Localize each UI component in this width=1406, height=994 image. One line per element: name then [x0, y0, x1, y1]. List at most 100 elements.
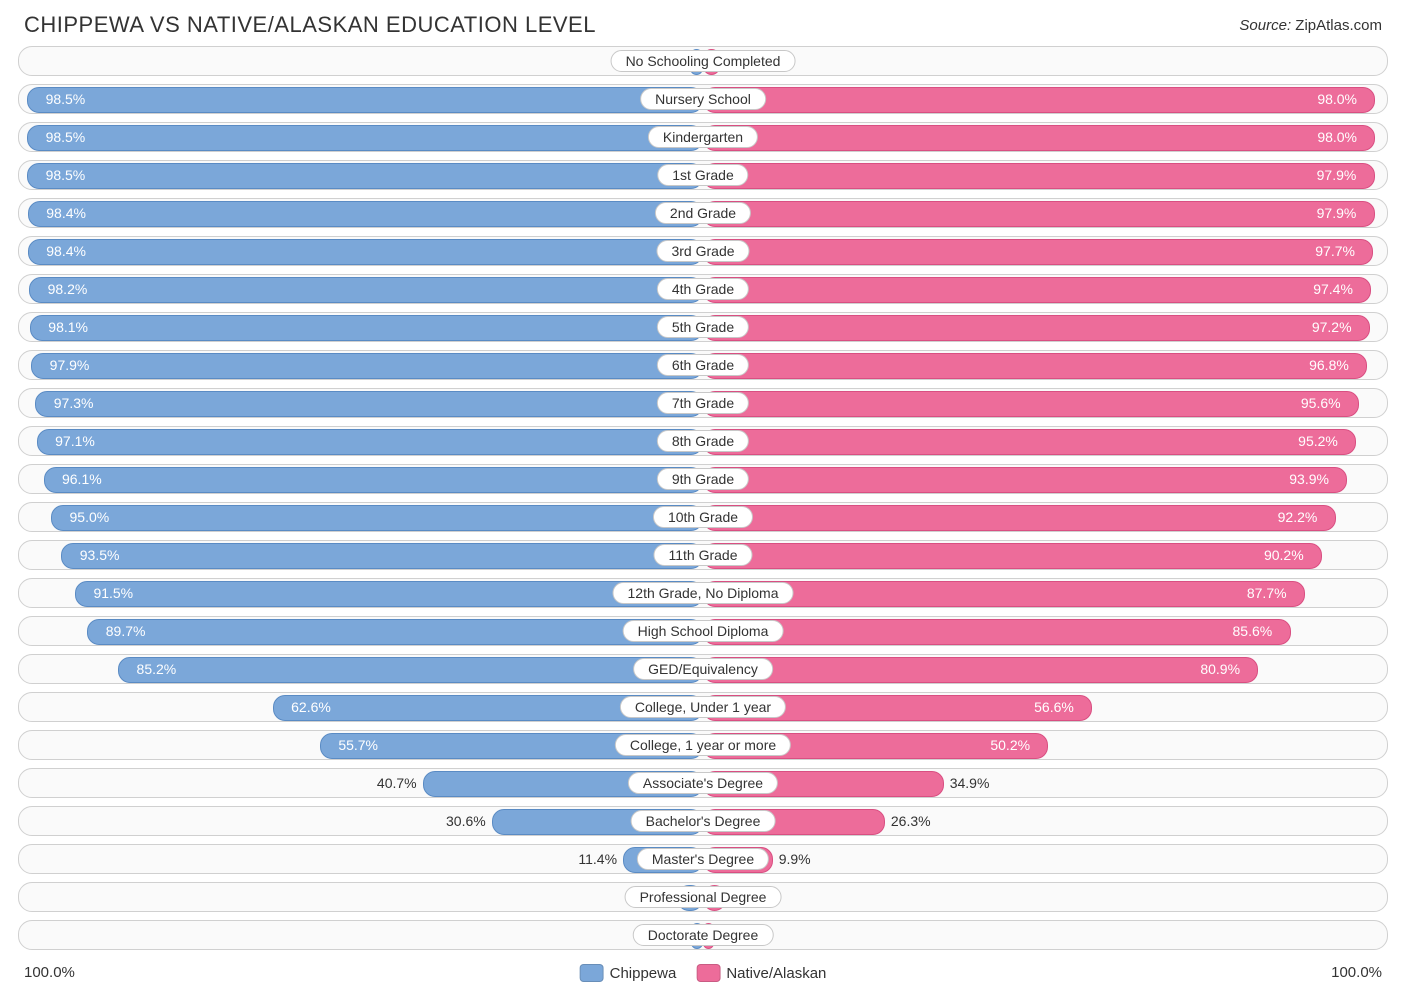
bar-value-native: 97.9%	[1317, 199, 1357, 227]
source: Source: ZipAtlas.com	[1239, 17, 1382, 34]
chart-row: 3.5%3.0%Professional Degree	[18, 882, 1388, 912]
bar-chippewa	[35, 391, 703, 417]
category-label: 8th Grade	[657, 430, 749, 452]
chart-row: 30.6%26.3%Bachelor's Degree	[18, 806, 1388, 836]
bar-value-native: 80.9%	[1200, 655, 1240, 683]
category-label: College, Under 1 year	[620, 696, 786, 718]
bar-value-chippewa: 98.5%	[46, 85, 86, 113]
chart-row: 85.2%80.9%GED/Equivalency	[18, 654, 1388, 684]
chart-row: 89.7%85.6%High School Diploma	[18, 616, 1388, 646]
chart-row: 11.4%9.9%Master's Degree	[18, 844, 1388, 874]
legend-item-chippewa: Chippewa	[580, 964, 677, 982]
category-label: Doctorate Degree	[633, 924, 774, 946]
chart-row: 98.5%97.9%1st Grade	[18, 160, 1388, 190]
bar-value-chippewa: 98.5%	[46, 161, 86, 189]
chart-row: 96.1% 93.9% 9th Grade	[18, 464, 1388, 494]
bar-value-native: 93.9%	[1289, 465, 1329, 493]
bar-value-chippewa: 98.1%	[48, 313, 88, 341]
bar-value-chippewa: 89.7%	[106, 617, 146, 645]
chart-row: 98.1%97.2%5th Grade	[18, 312, 1388, 342]
chart-container: CHIPPEWA VS NATIVE/ALASKAN EDUCATION LEV…	[0, 0, 1406, 975]
bar-native	[703, 315, 1370, 341]
bar-native	[703, 125, 1375, 151]
bar-value-native: 97.4%	[1313, 275, 1353, 303]
category-label: Kindergarten	[648, 126, 758, 148]
bar-value-native: 98.0%	[1317, 85, 1357, 113]
category-label: 9th Grade	[657, 468, 749, 490]
chart-body: 1.6%2.2%No Schooling Completed 98.5% 98.0%…	[0, 46, 1406, 950]
category-label: Associate's Degree	[628, 772, 778, 794]
bar-chippewa	[27, 163, 703, 189]
legend-label-native: Native/Alaskan	[726, 965, 826, 982]
bar-native	[703, 657, 1258, 683]
bar-native	[703, 277, 1371, 303]
bar-value-chippewa: 30.6%	[446, 807, 486, 835]
bar-value-native: 56.6%	[1034, 693, 1074, 721]
chart-row: 62.6%56.6%College, Under 1 year	[18, 692, 1388, 722]
category-label: 10th Grade	[653, 506, 753, 528]
bar-value-chippewa: 85.2%	[137, 655, 177, 683]
bar-native	[703, 429, 1356, 455]
bar-chippewa	[87, 619, 703, 645]
bar-chippewa	[29, 277, 703, 303]
header: CHIPPEWA VS NATIVE/ALASKAN EDUCATION LEV…	[0, 0, 1406, 46]
category-label: 2nd Grade	[655, 202, 751, 224]
bar-chippewa	[30, 315, 703, 341]
category-label: College, 1 year or more	[615, 734, 791, 756]
chart-row: 1.6%2.2%No Schooling Completed	[18, 46, 1388, 76]
category-label: 6th Grade	[657, 354, 749, 376]
chart-row: 98.2% 97.4% 4th Grade	[18, 274, 1388, 304]
bar-value-chippewa: 93.5%	[80, 541, 120, 569]
bar-value-native: 95.2%	[1298, 427, 1338, 455]
bar-chippewa	[51, 505, 703, 531]
category-label: No Schooling Completed	[611, 50, 796, 72]
bar-value-chippewa: 98.5%	[46, 123, 86, 151]
category-label: 1st Grade	[657, 164, 748, 186]
bar-value-chippewa: 98.4%	[46, 237, 86, 265]
bar-chippewa	[27, 87, 703, 113]
bar-chippewa	[44, 467, 703, 493]
bar-value-chippewa: 55.7%	[338, 731, 378, 759]
bar-chippewa	[28, 239, 703, 265]
chart-row: 55.7% 50.2% College, 1 year or more	[18, 730, 1388, 760]
bar-native	[703, 467, 1347, 493]
chart-row: 98.5% 98.0% Kindergarten	[18, 122, 1388, 152]
category-label: 11th Grade	[653, 544, 752, 566]
bar-native	[703, 163, 1375, 189]
bar-value-chippewa: 96.1%	[62, 465, 102, 493]
bar-value-native: 95.6%	[1301, 389, 1341, 417]
bar-value-native: 97.2%	[1312, 313, 1352, 341]
category-label: 3rd Grade	[656, 240, 749, 262]
source-prefix: Source:	[1239, 17, 1291, 34]
bar-value-chippewa: 98.2%	[48, 275, 88, 303]
bar-chippewa	[75, 581, 703, 607]
chart-row: 93.5% 90.2% 11th Grade	[18, 540, 1388, 570]
bar-value-chippewa: 95.0%	[70, 503, 110, 531]
bar-value-chippewa: 91.5%	[93, 579, 133, 607]
chart-row: 40.7%34.9%Associate's Degree	[18, 768, 1388, 798]
legend-swatch-native	[696, 964, 720, 982]
bar-value-native: 98.0%	[1317, 123, 1357, 151]
legend: Chippewa Native/Alaskan	[580, 964, 827, 982]
chart-row: 98.4% 97.7% 3rd Grade	[18, 236, 1388, 266]
bar-value-native: 50.2%	[990, 731, 1030, 759]
category-label: 4th Grade	[657, 278, 749, 300]
category-label: High School Diploma	[623, 620, 784, 642]
chart-row: 97.1%95.2%8th Grade	[18, 426, 1388, 456]
bar-chippewa	[118, 657, 703, 683]
chart-row: 98.4%97.9%2nd Grade	[18, 198, 1388, 228]
category-label: Master's Degree	[637, 848, 769, 870]
bar-value-native: 90.2%	[1264, 541, 1304, 569]
category-label: Nursery School	[640, 88, 766, 110]
category-label: Professional Degree	[625, 886, 782, 908]
chart-row: 97.9%96.8%6th Grade	[18, 350, 1388, 380]
chart-row: 97.3%95.6%7th Grade	[18, 388, 1388, 418]
bar-value-native: 97.7%	[1315, 237, 1355, 265]
chart-row: 91.5% 87.7% 12th Grade, No Diploma	[18, 578, 1388, 608]
bar-value-native: 87.7%	[1247, 579, 1287, 607]
category-label: 12th Grade, No Diploma	[613, 582, 794, 604]
axis-right-label: 100.0%	[1331, 964, 1382, 981]
bar-value-chippewa: 40.7%	[377, 769, 417, 797]
bar-native	[703, 353, 1367, 379]
bar-chippewa	[37, 429, 703, 455]
